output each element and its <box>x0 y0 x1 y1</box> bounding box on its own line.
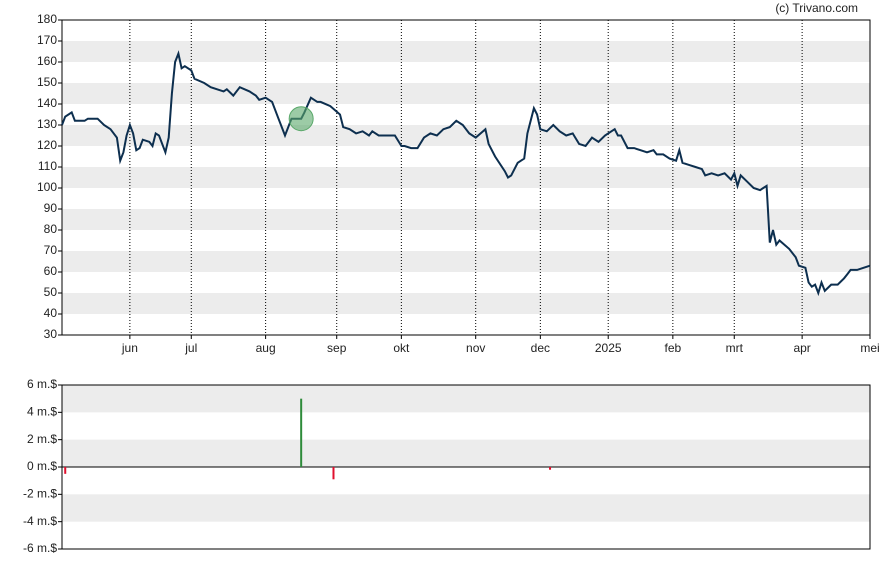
y-tick-label: 4 m.$ <box>27 405 57 419</box>
y-tick-label: 40 <box>44 306 58 320</box>
grid-band <box>62 251 870 272</box>
y-tick-label: -4 m.$ <box>23 514 57 528</box>
source: (c) Trivano.com <box>775 1 858 15</box>
x-tick-label: dec <box>531 341 550 355</box>
y-tick-label: 0 m.$ <box>27 459 57 473</box>
x-tick-label: nov <box>466 341 485 355</box>
volume-bar <box>300 398 303 467</box>
signal-marker <box>288 106 314 132</box>
x-tick-label: apr <box>793 341 810 355</box>
y-tick-label: 6 m.$ <box>27 377 57 391</box>
grid-band <box>62 125 870 146</box>
x-tick-label: mrt <box>726 341 744 355</box>
y-tick-label: 80 <box>44 222 58 236</box>
volume-bar <box>549 467 552 470</box>
grid-band <box>62 41 870 62</box>
x-tick-label: okt <box>393 341 410 355</box>
plot-frame <box>61 19 871 336</box>
grid-band <box>62 385 870 413</box>
x-tick-label: aug <box>256 341 276 355</box>
y-tick-label: 170 <box>37 33 57 47</box>
y-tick-label: 70 <box>44 243 58 257</box>
x-tick-label: 2025 <box>595 341 622 355</box>
grid-band <box>62 167 870 188</box>
grid-band <box>62 209 870 230</box>
y-tick-label: 130 <box>37 117 57 131</box>
grid-band <box>62 293 870 314</box>
y-tick-label: 150 <box>37 75 57 89</box>
grid-band <box>62 83 870 104</box>
x-tick-label: jul <box>184 341 197 355</box>
y-tick-label: 100 <box>37 180 57 194</box>
y-tick-label: 2 m.$ <box>27 432 57 446</box>
price-line <box>61 50 871 297</box>
y-tick-label: 160 <box>37 54 57 68</box>
y-tick-label: 30 <box>44 327 58 341</box>
y-tick-label: 180 <box>37 12 57 26</box>
volume-bar <box>332 467 335 480</box>
y-tick-label: 60 <box>44 264 58 278</box>
y-tick-label: -2 m.$ <box>23 487 57 501</box>
x-tick-label: sep <box>327 341 347 355</box>
x-tick-label: feb <box>665 341 682 355</box>
y-tick-label: 140 <box>37 96 57 110</box>
volume-bar <box>64 467 67 474</box>
x-tick-label: mei <box>860 341 879 355</box>
grid-band <box>62 494 870 522</box>
y-tick-label: 110 <box>38 159 57 173</box>
x-tick-label: jun <box>121 341 138 355</box>
y-tick-label: 90 <box>44 201 58 215</box>
grid-band <box>62 439 870 467</box>
y-tick-label: 120 <box>37 138 57 152</box>
y-tick-label: -6 m.$ <box>23 541 57 555</box>
y-tick-label: 50 <box>44 285 58 299</box>
